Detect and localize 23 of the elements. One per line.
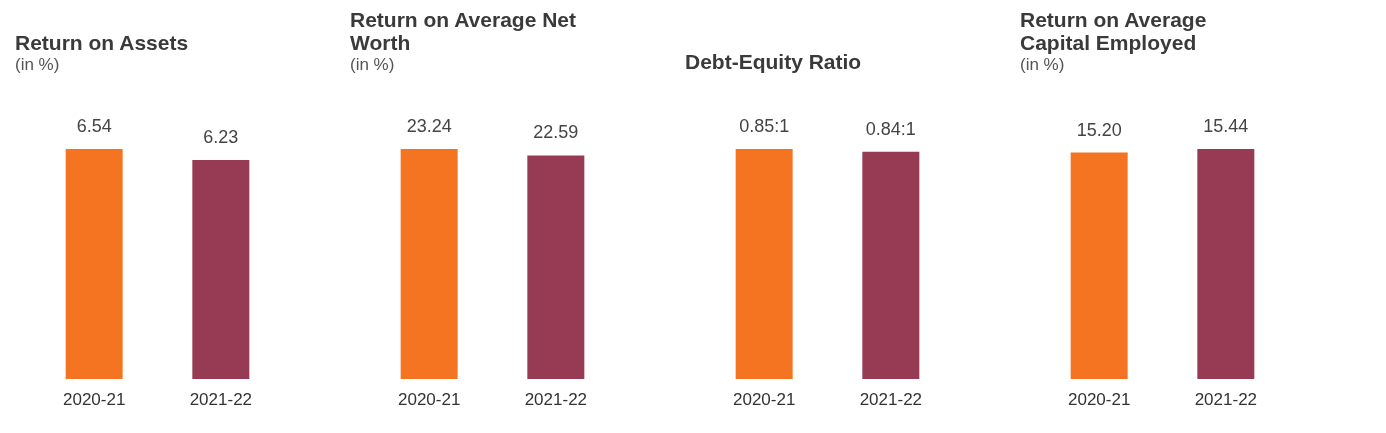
x-tick-label: 2020-21 [1067, 389, 1131, 409]
chart-title: Return on Average Net Worth [350, 8, 576, 54]
data-label: 0.84:1 [865, 118, 916, 139]
chart-title: Return on Average Capital Employed [1020, 8, 1207, 54]
chart-subtitle: (in %) [15, 55, 60, 74]
x-tick-label: 2021-22 [859, 389, 923, 409]
chart-subtitle: (in %) [1020, 55, 1065, 74]
data-label: 15.44 [1203, 116, 1249, 136]
x-tick-label: 2021-22 [1194, 389, 1258, 409]
data-label: 6.23 [203, 126, 239, 147]
data-label: 22.59 [533, 122, 579, 143]
x-tick-label: 2021-22 [189, 389, 253, 409]
data-label: 15.20 [1076, 119, 1122, 140]
data-label: 6.54 [76, 116, 112, 136]
x-tick-label: 2020-21 [732, 389, 796, 409]
chart-subtitle: (in %) [350, 55, 395, 74]
x-tick-label: 2020-21 [62, 389, 126, 409]
data-label: 23.24 [406, 116, 452, 136]
x-tick-label: 2021-22 [524, 389, 588, 409]
chart-title: Return on Assets [15, 31, 189, 54]
data-label: 0.85:1 [739, 116, 790, 136]
chart-title: Debt-Equity Ratio [685, 50, 862, 73]
x-tick-label: 2020-21 [397, 389, 461, 409]
